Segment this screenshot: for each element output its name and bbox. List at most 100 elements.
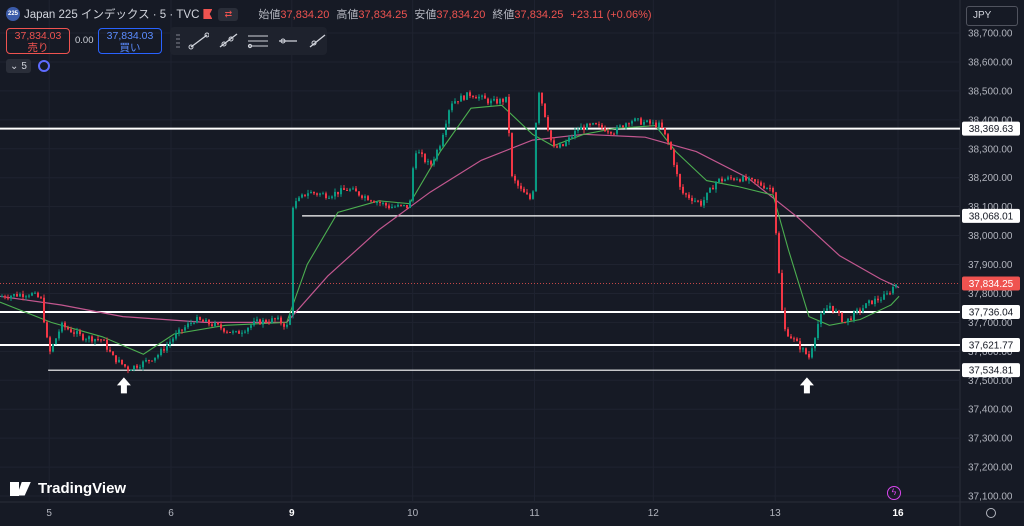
candle-body xyxy=(79,331,81,335)
change-value: +23.11 (+0.06%) xyxy=(570,9,652,21)
candle-body xyxy=(535,122,537,192)
candle-body xyxy=(109,349,111,352)
candle-body xyxy=(694,200,696,202)
candle-body xyxy=(367,196,369,201)
candle-body xyxy=(505,96,507,102)
candle-body xyxy=(373,201,375,203)
candle-body xyxy=(583,126,585,131)
candle-body xyxy=(649,120,651,124)
level-label: 37,736.04 xyxy=(969,307,1014,318)
currency-selector[interactable]: JPY xyxy=(966,6,1018,26)
candle-body xyxy=(646,120,648,122)
candle-body xyxy=(604,128,606,132)
y-tick-label: 38,300.00 xyxy=(968,144,1013,155)
candle-body xyxy=(676,164,678,175)
y-tick-label: 38,200.00 xyxy=(968,173,1013,184)
candle-body xyxy=(625,123,627,128)
candle-body xyxy=(445,123,447,135)
x-tick-label: 9 xyxy=(289,508,295,519)
drag-handle[interactable] xyxy=(176,34,180,48)
candle-body xyxy=(703,200,705,206)
candle-body xyxy=(121,359,123,365)
candle-body xyxy=(181,329,183,331)
level-tag xyxy=(962,338,1020,353)
candle-body xyxy=(235,331,237,333)
candle-body xyxy=(1,296,3,298)
candle-body xyxy=(568,137,570,142)
x-tick-label: 16 xyxy=(892,508,904,519)
candle-body xyxy=(52,344,54,352)
candle-body xyxy=(559,144,561,148)
buy-button[interactable]: 37,834.03 買い xyxy=(98,28,162,54)
candle-body xyxy=(799,341,801,350)
close-label: 終値 xyxy=(492,9,515,21)
level-label: 37,621.77 xyxy=(969,341,1014,352)
candle-body xyxy=(163,349,165,351)
horizontal-line-icon[interactable] xyxy=(277,32,298,50)
trend-line-icon[interactable] xyxy=(188,32,209,50)
candle-body xyxy=(409,200,411,209)
replay-icon[interactable] xyxy=(38,60,50,72)
candle-body xyxy=(136,365,138,368)
candle-body xyxy=(757,181,759,183)
y-tick-label: 37,300.00 xyxy=(968,434,1013,445)
price-axis[interactable]: 38,700.0038,600.0038,500.0038,400.0038,3… xyxy=(962,29,1020,503)
candle-body xyxy=(613,133,615,135)
candle-body xyxy=(175,333,177,339)
candle-body xyxy=(415,153,417,169)
candle-body xyxy=(721,178,723,182)
candle-body xyxy=(412,168,414,201)
candle-body xyxy=(382,202,384,204)
candle-body xyxy=(184,327,186,331)
candle-body xyxy=(631,121,633,124)
candle-body xyxy=(253,321,255,326)
symbol-menu-button[interactable]: ⇄ xyxy=(218,7,239,21)
candle-body xyxy=(172,338,174,342)
sell-button[interactable]: 37,834.03 売り xyxy=(6,28,70,54)
candle-body xyxy=(628,123,630,125)
candle-body xyxy=(76,331,78,334)
y-tick-label: 38,000.00 xyxy=(968,231,1013,242)
candle-body xyxy=(421,152,423,155)
candle-body xyxy=(88,336,90,340)
candle-body xyxy=(835,310,837,312)
candle-body xyxy=(652,122,654,124)
candle-body xyxy=(811,348,813,358)
currency-value: JPY xyxy=(973,10,992,21)
candle-body xyxy=(862,308,864,312)
level-tag xyxy=(962,208,1020,223)
symbol-title[interactable]: Japan 225 インデックス · 5 · TVC xyxy=(24,9,200,21)
candle-body xyxy=(874,298,876,305)
candle-body xyxy=(823,310,825,315)
up-arrow-icon xyxy=(116,377,131,394)
time-axis[interactable]: 5 6 9 10 11 12 13 16 xyxy=(46,508,904,519)
candle-body xyxy=(19,294,21,297)
x-tick-label: 12 xyxy=(648,508,660,519)
interval-selector[interactable]: ⌄ 5 xyxy=(6,59,31,73)
level-label: 38,369.63 xyxy=(969,124,1014,135)
candle-body xyxy=(787,329,789,337)
lightning-icon[interactable]: ϟ xyxy=(887,486,901,500)
candle-body xyxy=(463,95,465,100)
fib-retracement-icon[interactable] xyxy=(246,32,269,50)
candle-body xyxy=(358,191,360,196)
candle-body xyxy=(832,305,834,312)
candle-body xyxy=(10,295,12,299)
candle-body xyxy=(418,152,420,154)
ray-icon[interactable] xyxy=(217,32,238,50)
candle-body xyxy=(748,177,750,181)
candle-body xyxy=(85,339,87,341)
candle-body xyxy=(607,131,609,133)
candle-body xyxy=(577,129,579,131)
flag-icon[interactable] xyxy=(203,9,213,19)
candle-body xyxy=(151,360,153,362)
candle-body xyxy=(145,360,147,362)
candle-body xyxy=(223,328,225,332)
candle-body xyxy=(406,204,408,209)
candle-body xyxy=(781,272,783,311)
gear-icon[interactable] xyxy=(986,508,996,518)
extended-line-icon[interactable] xyxy=(306,32,327,50)
candle-body xyxy=(682,186,684,194)
candle-body xyxy=(427,161,429,163)
